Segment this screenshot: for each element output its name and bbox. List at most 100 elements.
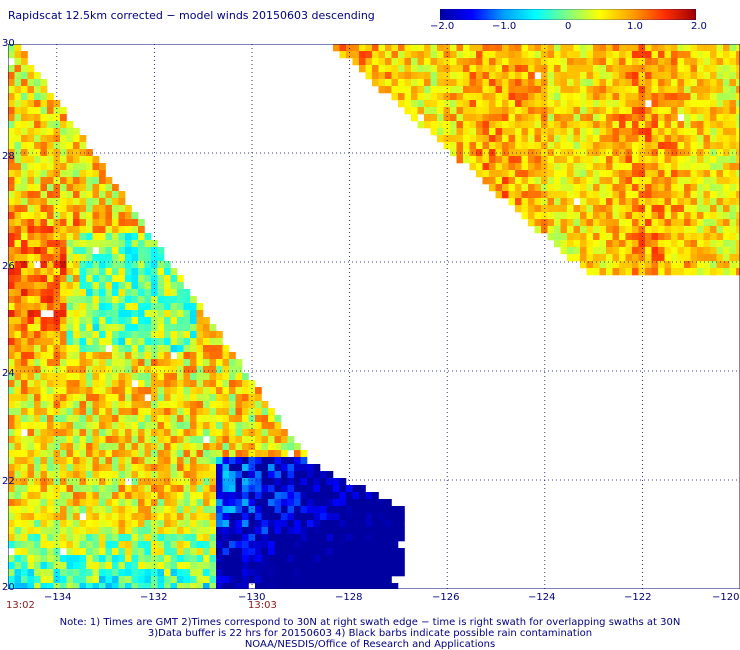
swath-cell bbox=[47, 282, 54, 290]
swath-cell bbox=[541, 107, 548, 115]
swath-cell bbox=[651, 100, 659, 108]
swath-cell bbox=[177, 436, 184, 444]
swath-cell bbox=[339, 541, 347, 549]
swath-cell bbox=[645, 219, 652, 227]
swath-cell bbox=[40, 226, 48, 234]
swath-cell bbox=[99, 520, 106, 528]
swath-cell bbox=[547, 212, 555, 220]
swath-cell bbox=[14, 408, 22, 416]
swath-cell bbox=[73, 177, 80, 185]
swath-cell bbox=[684, 233, 691, 241]
swath-cell bbox=[580, 142, 587, 150]
swath-cell bbox=[177, 324, 184, 332]
swath-cell bbox=[586, 268, 594, 276]
swath-cell bbox=[112, 212, 119, 220]
swath-cell bbox=[229, 366, 236, 374]
swath-cell bbox=[671, 156, 678, 164]
swath-cell bbox=[196, 373, 204, 381]
swath-cell bbox=[8, 44, 15, 52]
swath-cell bbox=[385, 65, 392, 73]
swath-cell bbox=[40, 394, 48, 402]
swath-cell bbox=[378, 576, 386, 584]
swath-cell bbox=[703, 268, 711, 276]
swath-cell bbox=[560, 128, 568, 136]
swath-cell bbox=[385, 569, 392, 577]
swath-cell bbox=[736, 100, 740, 108]
swath-cell bbox=[125, 261, 132, 269]
swath-cell bbox=[47, 499, 54, 507]
swath-cell bbox=[21, 191, 28, 199]
swath-cell bbox=[671, 65, 678, 73]
swath-cell bbox=[203, 499, 210, 507]
swath-cell bbox=[424, 72, 431, 80]
swath-cell bbox=[131, 268, 139, 276]
swath-cell bbox=[573, 100, 581, 108]
swath-cell bbox=[34, 163, 41, 171]
swath-cell bbox=[391, 72, 399, 80]
swath-cell bbox=[34, 352, 41, 360]
swath-cell bbox=[619, 177, 626, 185]
swath-cell bbox=[521, 212, 529, 220]
swath-cell bbox=[34, 380, 41, 388]
swath-cell bbox=[60, 149, 67, 157]
swath-cell bbox=[248, 478, 256, 486]
swath-cell bbox=[131, 261, 139, 269]
swath-cell bbox=[606, 51, 613, 59]
swath-cell bbox=[73, 324, 80, 332]
swath-cell bbox=[40, 485, 48, 493]
swath-cell bbox=[40, 464, 48, 472]
swath-cell bbox=[14, 107, 22, 115]
swath-cell bbox=[651, 247, 659, 255]
swath-cell bbox=[27, 513, 35, 521]
swath-cell bbox=[112, 464, 119, 472]
swath-cell bbox=[554, 58, 561, 66]
swath-cell bbox=[476, 170, 483, 178]
swath-cell bbox=[66, 569, 74, 577]
swath-cell bbox=[534, 191, 542, 199]
swath-cell bbox=[365, 569, 373, 577]
swath-cell bbox=[573, 247, 581, 255]
swath-cell bbox=[60, 184, 67, 192]
swath-cell bbox=[443, 107, 451, 115]
swath-cell bbox=[138, 317, 145, 325]
swath-cell bbox=[294, 506, 301, 514]
swath-cell bbox=[79, 142, 87, 150]
swath-cell bbox=[138, 352, 145, 360]
swath-cell bbox=[365, 44, 373, 52]
swath-cell bbox=[463, 86, 470, 94]
swath-cell bbox=[599, 261, 607, 269]
swath-cell bbox=[125, 254, 132, 262]
swath-cell bbox=[86, 499, 93, 507]
swath-cell bbox=[255, 583, 262, 589]
swath-cell bbox=[697, 205, 704, 213]
swath-cell bbox=[60, 170, 67, 178]
swath-cell bbox=[47, 338, 54, 346]
swath-cell bbox=[671, 72, 678, 80]
swath-cell bbox=[216, 422, 223, 430]
swath-cell bbox=[40, 79, 48, 87]
swath-cell bbox=[14, 527, 22, 535]
swath-cell bbox=[534, 86, 542, 94]
swath-cell bbox=[235, 443, 243, 451]
swath-cell bbox=[177, 576, 184, 584]
swath-cell bbox=[190, 569, 197, 577]
swath-cell bbox=[560, 135, 568, 143]
swath-cell bbox=[541, 219, 548, 227]
swath-cell bbox=[235, 387, 243, 395]
swath-cell bbox=[34, 471, 41, 479]
swath-cell bbox=[79, 429, 87, 437]
swath-cell bbox=[99, 485, 106, 493]
swath-cell bbox=[664, 254, 672, 262]
swath-cell bbox=[255, 506, 262, 514]
swath-cell bbox=[586, 226, 594, 234]
swath-cell bbox=[671, 170, 678, 178]
swath-cell bbox=[411, 51, 418, 59]
swath-cell bbox=[138, 289, 145, 297]
swath-cell bbox=[157, 513, 165, 521]
swath-cell bbox=[339, 534, 347, 542]
swath-cell bbox=[125, 275, 132, 283]
swath-cell bbox=[703, 86, 711, 94]
swath-cell bbox=[40, 212, 48, 220]
swath-cell bbox=[554, 51, 561, 59]
swath-cell bbox=[229, 373, 236, 381]
